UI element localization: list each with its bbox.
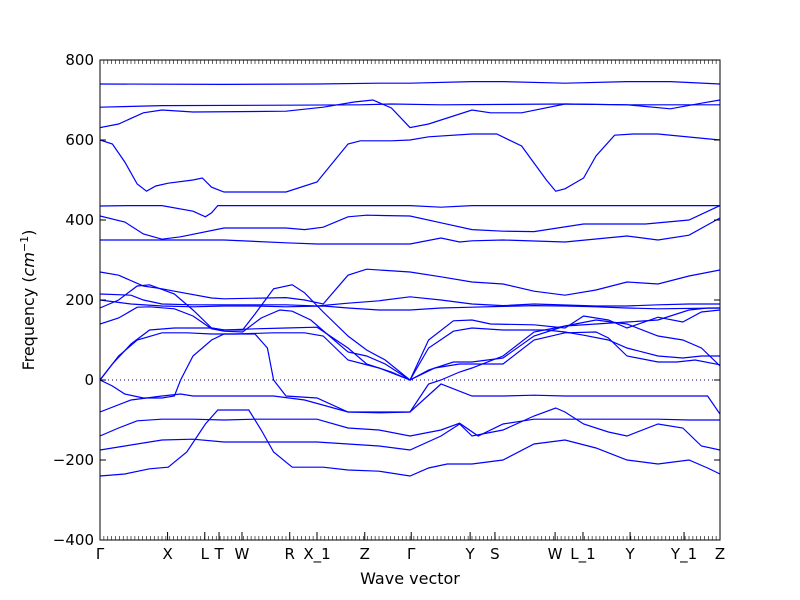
y-axis-label-exponent: −1: [18, 236, 31, 252]
y-tick-label: −400: [53, 531, 94, 549]
y-tick-label: −200: [53, 451, 94, 469]
x-tick-label: S: [490, 545, 500, 563]
x-tick-label: Γ: [96, 545, 105, 563]
x-tick-label: Γ: [407, 545, 416, 563]
x-tick-label: Y: [465, 545, 476, 563]
y-tick-label: 800: [65, 51, 94, 69]
band-line-12: [100, 306, 720, 381]
y-tick-label: 0: [84, 371, 94, 389]
band-line-4: [100, 133, 720, 193]
y-axis-label: Frequency (cm−1): [18, 230, 38, 371]
band-line-19: [100, 409, 720, 477]
y-tick-label: 400: [65, 211, 94, 229]
band-line-3: [100, 99, 720, 129]
band-line-10: [100, 299, 720, 311]
x-tick-label: W: [548, 545, 563, 563]
x-tick-label: R: [285, 545, 295, 563]
band-line-9: [100, 293, 720, 307]
band-line-1: [100, 80, 720, 86]
x-tick-label: W: [235, 545, 250, 563]
x-tick-label: L: [201, 545, 210, 563]
band-line-8: [100, 268, 720, 305]
band-line-18: [100, 407, 720, 451]
band-line-7: [100, 217, 720, 245]
x-tick-label: Y_1: [670, 545, 697, 564]
y-tick-label: 200: [65, 291, 94, 309]
y-axis-label-prefix: Frequency (: [19, 276, 38, 370]
y-axis-label-unit: cm: [19, 252, 38, 276]
band-line-17: [100, 418, 720, 437]
band-line-14: [100, 331, 720, 381]
x-tick-label: L_1: [570, 545, 595, 564]
y-tick-label: 600: [65, 131, 94, 149]
band-series-group: [100, 80, 720, 477]
x-tick-label: Z: [715, 545, 725, 563]
x-axis-label: Wave vector: [360, 569, 460, 588]
y-axis-label-suffix: ): [19, 230, 38, 236]
x-tick-label: Y: [625, 545, 636, 563]
band-line-11: [100, 284, 720, 381]
band-line-6: [100, 205, 720, 240]
band-line-16: [100, 383, 720, 415]
x-tick-label: Z: [360, 545, 370, 563]
band-line-5: [100, 205, 720, 218]
plot-area: [100, 80, 720, 477]
x-tick-label: X_1: [303, 545, 330, 564]
x-tick-label: X: [162, 545, 172, 563]
x-tick-label: T: [213, 545, 224, 563]
